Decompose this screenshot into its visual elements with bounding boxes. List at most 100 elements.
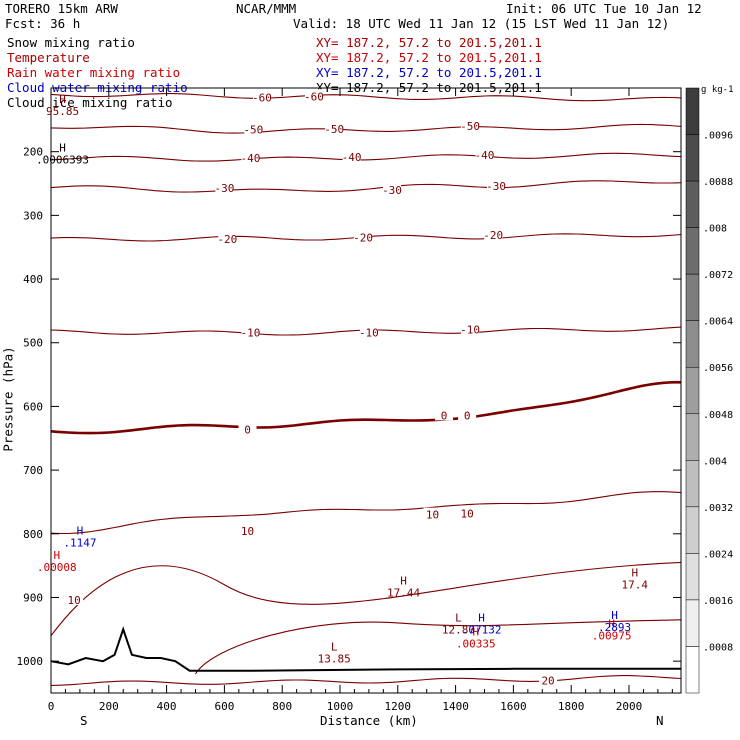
field-name-temperature: Temperature	[7, 50, 90, 65]
x-axis-label: Distance (km)	[320, 713, 418, 728]
temperature-contour--40	[50, 152, 682, 162]
extremum-marker: H	[631, 567, 638, 580]
plot-frame	[50, 87, 682, 694]
contour-label-bg	[325, 121, 344, 134]
colorbar-tick-label: .0056	[703, 363, 733, 374]
x-tick-label: 400	[157, 700, 177, 713]
extremum-value: .00008	[37, 561, 77, 574]
y-tick-label: 600	[23, 400, 43, 413]
temperature-contour--60	[50, 93, 682, 102]
contour-label-bg	[241, 325, 260, 338]
temperature-contour-10	[50, 491, 682, 535]
colorbar-swatch	[685, 413, 700, 461]
y-tick-label: 1000	[17, 655, 44, 668]
temperature-contour-20	[50, 675, 682, 686]
contour-label-bg	[539, 673, 558, 686]
y-tick-label: 200	[23, 146, 43, 159]
contour-label: -30	[214, 182, 234, 195]
init-time: Init: 06 UTC Tue 10 Jan 12	[506, 1, 702, 16]
colorbar-tick-label: .0016	[703, 596, 733, 607]
x-tick-label: 0	[48, 700, 55, 713]
extremum-marker: L	[455, 611, 462, 624]
colorbar-swatch	[685, 134, 700, 182]
contour-label-bg	[342, 149, 361, 162]
contour-label-bg	[383, 182, 402, 195]
contour-label: -20	[353, 232, 373, 245]
extremum-marker: H	[59, 141, 66, 154]
colorbar-tick-label: .0096	[703, 131, 733, 142]
extremum-value: 17.44	[387, 586, 420, 599]
temperature-contour--30	[50, 180, 682, 193]
colorbar-tick-label: .0008	[703, 642, 733, 653]
field-name-rain: Rain water mixing ratio	[7, 65, 181, 80]
contour-label: -30	[382, 184, 402, 197]
terrain-line	[50, 626, 681, 672]
contour-label-bg	[65, 593, 84, 606]
field-xy-rain: XY= 187.2, 57.2 to 201.5,201.1	[316, 50, 542, 65]
y-tick-label: 400	[23, 273, 43, 286]
contour-label-bg	[423, 507, 442, 520]
extremum-value: .2893	[598, 621, 631, 634]
contour-label-bg	[475, 147, 494, 160]
field-name-snow: Snow mixing ratio	[7, 35, 135, 50]
extremum-marker: H	[473, 625, 480, 638]
extremum-value: .00975	[592, 630, 632, 643]
extremum-value: .07132	[462, 623, 502, 636]
contour-label-bg	[461, 119, 480, 132]
contour-label: 0	[441, 409, 448, 422]
colorbar-tick-label: .0024	[703, 549, 733, 560]
colorbar-swatch	[685, 227, 700, 275]
colorbar-tick-label: .008	[703, 224, 727, 235]
contour-label: 20	[541, 674, 554, 687]
contour-label: -10	[359, 327, 379, 340]
temperature-contour-closed	[195, 619, 682, 675]
temperature-contour-0	[50, 380, 682, 435]
temperature-contour--50	[50, 123, 682, 134]
contour-label-bg	[252, 90, 271, 103]
extremum-marker: L	[331, 641, 338, 654]
extremum-marker: H	[77, 525, 84, 538]
contour-label: -50	[324, 123, 344, 136]
contour-label: 10	[426, 509, 439, 522]
contour-label-bg	[244, 122, 263, 135]
extremum-marker: H	[611, 609, 618, 622]
colorbar-swatch	[685, 553, 700, 601]
contour-label: -50	[243, 123, 263, 136]
x-tick-label: 800	[272, 700, 292, 713]
colorbar-swatch	[685, 320, 700, 368]
contour-label-bg	[435, 408, 454, 421]
contour-label: -20	[217, 233, 237, 246]
contour-label-bg	[484, 228, 503, 241]
colorbar-swatch	[685, 366, 700, 415]
temperature-contour-lower	[50, 561, 682, 637]
contour-label: 10	[241, 525, 254, 538]
contour-label: -60	[252, 92, 272, 105]
x-tick-label: 200	[99, 700, 119, 713]
field-xy-cloud-water: XY= 187.2, 57.2 to 201.5,201.1	[316, 65, 542, 80]
contour-label-bg	[238, 524, 257, 537]
contour-label-bg	[238, 422, 257, 435]
contour-label-bg	[218, 231, 237, 244]
extremum-value: 17.4	[622, 579, 649, 592]
contour-label: -20	[483, 229, 503, 242]
contour-label-bg	[359, 325, 378, 338]
contour-label: 10	[461, 507, 474, 520]
contour-label-bg	[215, 180, 234, 193]
colorbar-tick-label: .004	[703, 456, 727, 467]
x-axis-end-label-right: N	[656, 713, 664, 728]
contour-label-bg	[458, 506, 477, 519]
y-tick-label: 300	[23, 209, 43, 222]
y-axis-label: Pressure (hPa)	[0, 346, 16, 452]
extremum-marker: H	[478, 611, 485, 624]
contour-label: -30	[486, 180, 506, 193]
extremum-marker: H	[400, 574, 407, 587]
contour-label: -10	[240, 327, 260, 340]
extremum-value: .0006393	[36, 153, 89, 166]
forecast-hour: Fcst: 36 h	[5, 16, 81, 31]
extremum-marker: H	[608, 618, 615, 631]
x-tick-label: 2000	[616, 700, 643, 713]
contour-label-bg	[458, 408, 477, 421]
field-xy-temperature: XY= 187.2, 57.2 to 201.5,201.1	[316, 35, 542, 50]
valid-time: Valid: 18 UTC Wed 11 Jan 12 (15 LST Wed …	[293, 16, 670, 31]
